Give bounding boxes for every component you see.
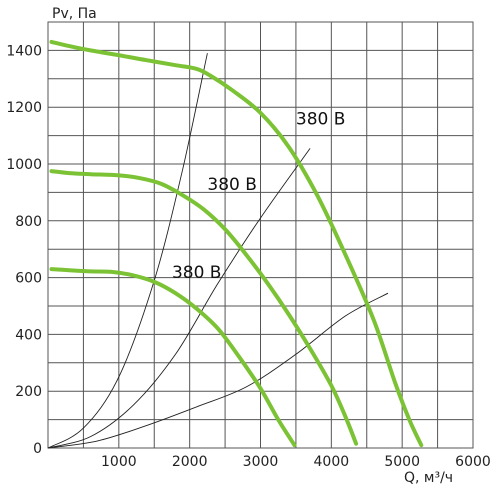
x-tick-label: 2000 xyxy=(172,454,208,470)
fan-curve-line xyxy=(49,39,424,448)
voltage-annotation: 380 В xyxy=(207,175,257,195)
y-tick-label: 1000 xyxy=(6,157,42,173)
x-tick-label: 6000 xyxy=(455,454,491,470)
system-curve-line xyxy=(47,148,311,449)
curves xyxy=(47,39,424,449)
x-tick-label: 5000 xyxy=(384,454,420,470)
fan-curve-line xyxy=(49,169,359,446)
y-tick-label: 200 xyxy=(15,384,42,400)
voltage-annotation: 380 В xyxy=(172,263,222,283)
y-tick-label: 1400 xyxy=(6,43,42,59)
voltage-annotation: 380 В xyxy=(296,110,346,130)
fan-curve-line xyxy=(49,267,297,448)
x-tick-label: 3000 xyxy=(243,454,279,470)
x-tick-label: 1000 xyxy=(101,454,137,470)
y-axis-label: Pv, Па xyxy=(52,6,97,22)
y-tick-label: 1200 xyxy=(6,100,42,116)
y-tick-label: 600 xyxy=(15,271,42,287)
system-curve-line xyxy=(47,292,389,449)
y-tick-label: 400 xyxy=(15,327,42,343)
tick-labels: 1000 2000 3000 4000 5000 6000 0 200 400 600 800 100… xyxy=(6,43,490,470)
annotations: 380 В 380 В 380 В xyxy=(172,110,345,283)
x-tick-label: 4000 xyxy=(314,454,350,470)
x-axis-label: Q, м³/ч xyxy=(404,470,453,486)
plot-frame xyxy=(47,21,474,449)
y-tick-label: 0 xyxy=(33,441,42,457)
y-tick-label: 800 xyxy=(15,214,42,230)
grid xyxy=(47,21,474,449)
system-curve-line xyxy=(47,53,208,449)
